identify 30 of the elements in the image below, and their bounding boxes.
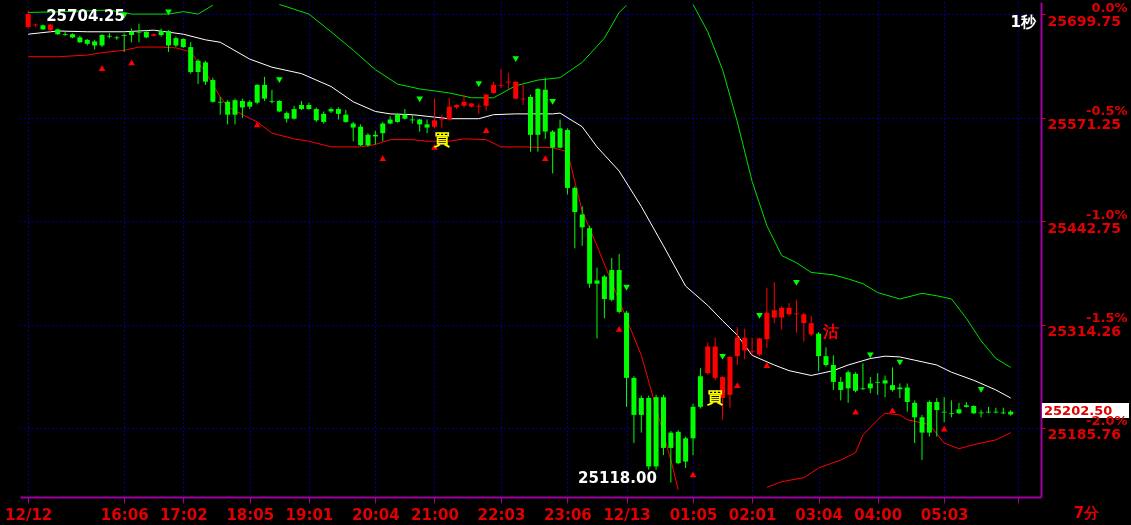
x-axis-title: 7分: [1073, 503, 1101, 522]
x-tick-label: 12/13: [603, 505, 651, 524]
x-tick-label: 01:05: [669, 505, 718, 524]
x-tick-label: 03:04: [795, 505, 843, 524]
x-tick-label: 23:06: [544, 505, 592, 524]
x-tick-label: 12/12: [5, 505, 53, 524]
y-tick-label: 25699.75: [1047, 12, 1122, 29]
y2-tick-label: -0.5%: [1086, 103, 1128, 119]
x-tick-label: 02:01: [728, 505, 777, 524]
annotation: 1秒: [1010, 13, 1037, 31]
y-tick-label: 25314.26: [1047, 323, 1122, 340]
x-tick-label: 17:02: [159, 505, 208, 524]
annotation: 沽: [821, 322, 839, 341]
x-tick-label: 05:03: [920, 505, 969, 524]
x-tick-label: 22:03: [477, 505, 526, 524]
y2-tick-label: -2.0%: [1086, 413, 1128, 429]
annotation: 25118.00: [578, 468, 657, 487]
y-tick-label: 25571.25: [1047, 116, 1122, 133]
annotation: 25704.25: [46, 6, 125, 25]
x-tick-label: 18:05: [226, 505, 275, 524]
y2-tick-label: -1.0%: [1086, 206, 1128, 222]
y2-tick-label: 0.0%: [1091, 0, 1128, 15]
x-tick-label: 20:04: [351, 505, 400, 524]
y2-tick-label: -1.5%: [1086, 310, 1128, 326]
x-tick-label: 19:01: [285, 505, 334, 524]
y-tick-label: 25442.75: [1047, 219, 1122, 236]
x-tick-label: 21:00: [411, 505, 459, 524]
y-tick-label: 25185.76: [1047, 426, 1122, 443]
x-tick-label: 16:06: [100, 505, 149, 524]
x-tick-label: 04:00: [854, 505, 903, 524]
